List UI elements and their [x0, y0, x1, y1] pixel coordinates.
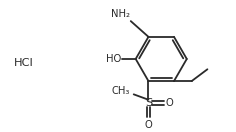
Text: S: S: [145, 98, 152, 108]
Text: NH₂: NH₂: [111, 9, 130, 19]
Text: O: O: [165, 98, 173, 108]
Text: CH₃: CH₃: [111, 86, 130, 96]
Text: O: O: [145, 120, 152, 130]
Text: HO: HO: [106, 54, 121, 64]
Text: HCl: HCl: [14, 58, 34, 68]
